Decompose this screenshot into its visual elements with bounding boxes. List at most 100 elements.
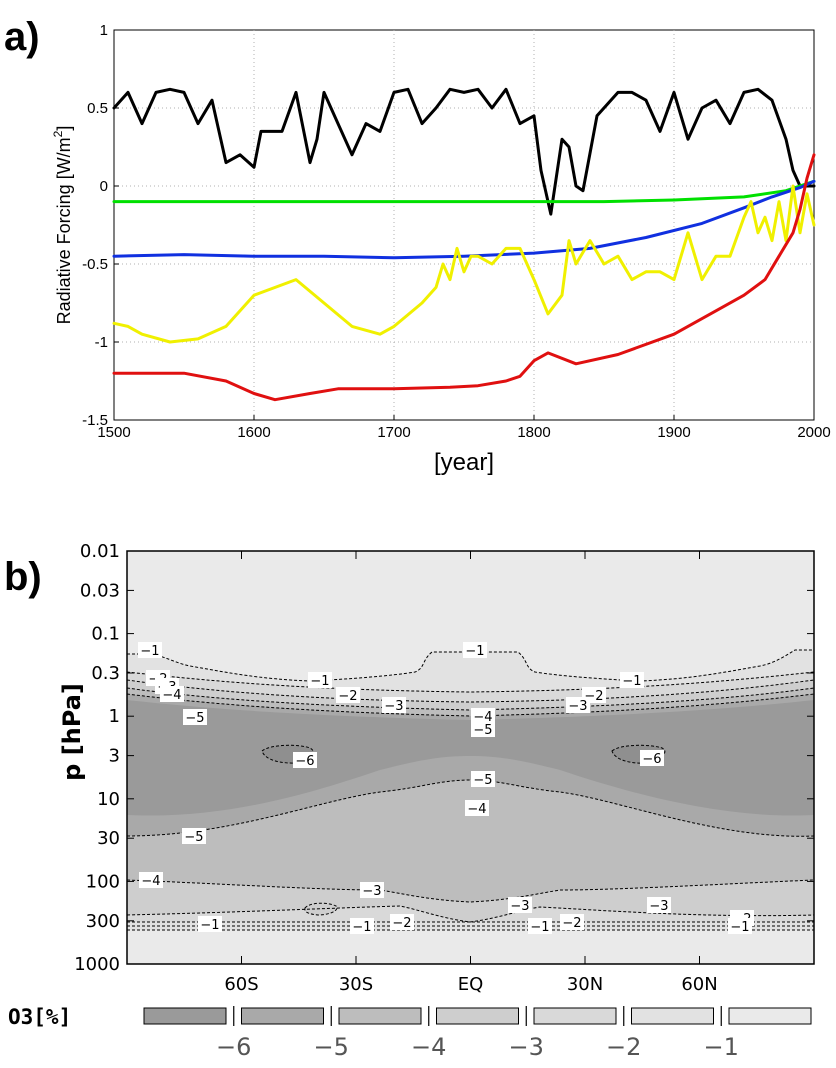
- contour-label: −4: [160, 686, 184, 703]
- contour-label: −6: [640, 750, 664, 767]
- y-tick-label-a: 1: [100, 22, 108, 39]
- colorbar-box: [631, 1007, 714, 1025]
- contour-label: −4: [139, 872, 163, 889]
- y-tick-label-b: 0.1: [91, 624, 120, 645]
- x-tick-label-b: 30N: [567, 974, 603, 995]
- series-a: [112, 87, 816, 402]
- y-axis-label-b: p [hPa]: [58, 683, 86, 781]
- y-tick-label-b: 100: [86, 871, 120, 892]
- contour-label: −5: [471, 771, 495, 788]
- panel-a-label: a): [4, 15, 40, 59]
- contour-label: −3: [382, 697, 406, 714]
- svg-text:−3: −3: [362, 884, 381, 899]
- colorbar-title: O3[%]: [8, 1005, 71, 1029]
- contour-label: −1: [528, 918, 552, 935]
- y-ticks-b: 0.01 0.03 0.1 0.3 1 3 10 30 100 300 1000: [74, 541, 814, 975]
- x-tick-label-b: 30S: [339, 974, 373, 995]
- y-tick-label-a: -1.5: [82, 412, 108, 429]
- svg-text:−4: −4: [141, 874, 160, 889]
- contour-label: −1: [350, 918, 374, 935]
- contour-fill: [127, 551, 814, 964]
- x-ticks-b: 60S 30S EQ 30N 60N: [224, 551, 718, 995]
- y-tick-label-b: 3: [109, 746, 120, 767]
- contour-label: −6: [293, 752, 317, 769]
- y-tick-label-b: 30: [97, 828, 120, 849]
- svg-text:−2: −2: [392, 916, 411, 931]
- colorbar-box: [728, 1007, 812, 1025]
- svg-text:−5: −5: [185, 711, 204, 726]
- band-minus5-core: [127, 700, 814, 816]
- x-tick-label-a: 2000: [797, 424, 830, 441]
- panel-b-contour-plot: b) −1 −: [4, 541, 815, 1061]
- colorbar-label: −1: [704, 1033, 739, 1061]
- contour-label: −2: [390, 914, 414, 931]
- series-line-4: [112, 184, 816, 344]
- y-tick-label-a: 0.5: [87, 100, 108, 117]
- contour-label: −3: [566, 697, 590, 714]
- contour-line-minus5-lower: [126, 779, 815, 837]
- contour-label: −1: [463, 642, 487, 659]
- series-line-3: [112, 179, 816, 260]
- contour-label: −4: [465, 800, 489, 817]
- x-ticks-a: 1500 1600 1700 1800 1900 2000: [97, 415, 831, 441]
- contour-label: −1: [728, 918, 752, 935]
- x-tick-label-a: 1800: [517, 424, 550, 441]
- series-line-2: [112, 179, 816, 204]
- svg-text:−1: −1: [730, 920, 749, 935]
- colorbar-box: [533, 1007, 617, 1025]
- svg-text:−3: −3: [510, 899, 529, 914]
- colorbar-box: [143, 1007, 227, 1025]
- contour-label: −3: [360, 882, 384, 899]
- svg-text:−1: −1: [465, 644, 484, 659]
- contour-label: −1: [138, 642, 162, 659]
- colorbar-box: [338, 1007, 422, 1025]
- x-axis-label-a: [year]: [434, 449, 494, 476]
- colorbar: O3[%] −6 −5 −4 −3 −2 −1: [8, 1005, 812, 1061]
- contour-label: −1: [620, 672, 644, 689]
- x-tick-label-b: EQ: [458, 974, 484, 995]
- svg-text:−1: −1: [352, 920, 371, 935]
- x-tick-label-b: 60N: [681, 974, 717, 995]
- panel-a-line-chart: a) 1500 1600 1700 1800 1900 2000 1 0.5 0 -0.5 -1 -…: [4, 15, 831, 476]
- svg-text:−6: −6: [295, 754, 314, 769]
- colorbar-label: −3: [509, 1033, 544, 1061]
- y-tick-label-b: 10: [97, 789, 120, 810]
- svg-text:−1: −1: [140, 644, 159, 659]
- colorbar-boxes: [143, 1006, 812, 1026]
- x-tick-label-a: 1900: [657, 424, 690, 441]
- svg-text:−5: −5: [473, 723, 492, 738]
- y-tick-label-a: -1: [95, 334, 108, 351]
- x-tick-label-b: 60S: [224, 974, 258, 995]
- panel-b-label: b): [4, 555, 42, 599]
- svg-text:−4: −4: [467, 802, 486, 817]
- svg-text:−4: −4: [162, 688, 181, 703]
- x-tick-label-a: 1600: [237, 424, 270, 441]
- svg-text:−2: −2: [338, 689, 357, 704]
- x-tick-label-a: 1700: [377, 424, 410, 441]
- y-tick-label-b: 1: [109, 706, 120, 727]
- y-tick-label-b: 0.01: [80, 541, 120, 562]
- colorbar-box: [436, 1007, 519, 1025]
- contour-label: −3: [647, 897, 671, 914]
- series-line-5: [112, 153, 816, 402]
- svg-text:−3: −3: [568, 699, 587, 714]
- colorbar-label: −5: [314, 1033, 349, 1061]
- colorbar-label: −6: [216, 1033, 251, 1061]
- contour-labels: −1 −1 −1 −1 −2 −2 −2 −3 −3 −3 −4 −5 −4 −…: [138, 642, 754, 935]
- x-tick-label-a: 1500: [97, 424, 130, 441]
- contour-label: −3: [508, 897, 532, 914]
- contour-label: −1: [308, 672, 332, 689]
- series-line-1: [112, 87, 816, 216]
- colorbar-label: −2: [606, 1033, 641, 1061]
- contour-label: −1: [198, 916, 222, 933]
- contour-label: −2: [336, 687, 360, 704]
- svg-text:−1: −1: [200, 918, 219, 933]
- colorbar-labels: −6 −5 −4 −3 −2 −1: [216, 1033, 739, 1061]
- y-tick-label-a: 0: [100, 178, 108, 195]
- svg-text:−6: −6: [642, 752, 661, 767]
- svg-text:−5: −5: [184, 830, 203, 845]
- svg-text:−5: −5: [473, 773, 492, 788]
- y-tick-label-a: -0.5: [82, 256, 108, 273]
- contour-label: −5: [183, 709, 207, 726]
